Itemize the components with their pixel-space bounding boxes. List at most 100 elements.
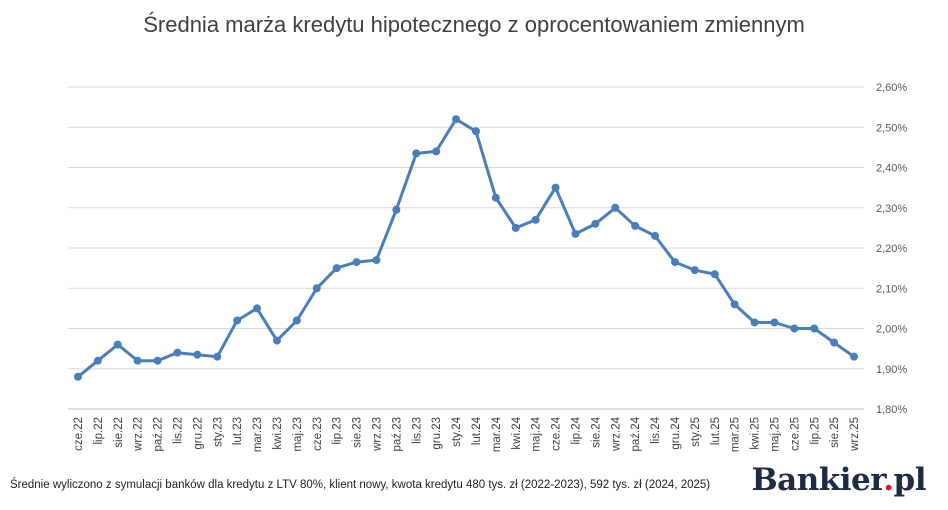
x-tick-label: wrz.24	[610, 416, 622, 451]
x-tick-label: cze.25	[789, 417, 801, 451]
data-point	[511, 223, 520, 232]
x-tick-label: kwi.24	[511, 416, 523, 449]
chart-title: Średnia marża kredytu hipotecznego z opr…	[143, 12, 805, 37]
x-tick-label: lis.22	[172, 417, 184, 444]
data-point	[153, 356, 162, 365]
x-tick-label: gru.24	[670, 416, 682, 449]
y-tick-label: 1,90%	[876, 364, 907, 376]
data-point	[452, 115, 461, 124]
x-tick-label: lis.23	[411, 417, 423, 444]
y-tick-label: 2,30%	[876, 203, 907, 215]
data-point	[790, 324, 799, 333]
data-point	[133, 356, 142, 365]
x-tick-label: sty.24	[451, 416, 463, 446]
data-point	[312, 284, 321, 293]
x-tick-label: wrz.23	[371, 417, 383, 452]
x-tick-label: lip.25	[809, 417, 821, 445]
data-point	[173, 348, 182, 357]
logo-dot: .	[883, 462, 894, 498]
x-tick-label: paź.22	[153, 417, 165, 452]
x-tick-label: maj.24	[531, 416, 543, 451]
x-tick-label: paź.24	[630, 416, 642, 451]
data-point	[272, 336, 281, 345]
x-tick-label: kwi.23	[272, 417, 284, 450]
data-point	[73, 372, 82, 381]
y-tick-label: 2,10%	[876, 283, 907, 295]
y-tick-label: 2,20%	[876, 243, 907, 255]
x-tick-label: gru.22	[192, 417, 204, 450]
data-point	[631, 221, 640, 230]
x-tick-label: sie.25	[829, 417, 841, 448]
data-point	[770, 318, 779, 327]
data-point	[471, 127, 480, 136]
data-point	[611, 203, 620, 212]
series-line	[77, 117, 855, 378]
x-tick-label: mar.24	[491, 416, 503, 452]
y-tick-label: 2,50%	[876, 122, 907, 134]
data-point	[531, 215, 540, 224]
bankier-logo: Bankier.pl	[751, 462, 926, 498]
data-point	[491, 193, 500, 202]
gridlines	[68, 86, 864, 410]
x-tick-label: mar.25	[730, 417, 742, 452]
x-axis-ticks: cze.22 lip.22 sie.22 wrz.22 paź.22 lis.22 gru.…	[73, 416, 861, 452]
x-tick-label: lut.24	[471, 416, 483, 445]
data-point	[233, 316, 242, 325]
x-tick-label: kwi.25	[750, 417, 762, 450]
x-tick-label: mar.23	[252, 417, 264, 452]
x-tick-label: lut.23	[232, 417, 244, 445]
data-point	[93, 356, 102, 365]
x-tick-label: cze.24	[551, 416, 563, 450]
y-tick-label: 1,80%	[876, 404, 907, 416]
data-point	[372, 256, 381, 265]
data-point	[253, 304, 262, 313]
data-point	[651, 231, 660, 240]
x-tick-label: maj.23	[292, 417, 304, 452]
data-point	[551, 183, 560, 192]
x-tick-label: lip.23	[332, 417, 344, 445]
data-point	[690, 266, 699, 275]
x-tick-label: maj.25	[769, 417, 781, 452]
x-tick-label: lip.22	[93, 417, 105, 445]
y-tick-label: 2,40%	[876, 163, 907, 175]
data-points	[73, 115, 859, 381]
data-point	[750, 318, 759, 327]
y-axis-ticks: 1,80% 1,90% 2,00% 2,10% 2,20% 2,30% 2,40% 2,50%…	[876, 82, 907, 416]
data-point	[571, 229, 580, 238]
data-point	[591, 219, 600, 228]
data-point	[292, 316, 301, 325]
x-tick-label: gru.23	[431, 417, 443, 450]
data-point	[432, 147, 441, 156]
data-point	[850, 352, 859, 361]
y-tick-label: 2,60%	[876, 82, 907, 94]
x-tick-label: wrz.22	[133, 417, 145, 452]
footnote: Średnie wyliczono z symulacji banków dla…	[10, 479, 711, 491]
x-tick-label: paź.23	[391, 417, 403, 452]
data-point	[392, 205, 401, 214]
data-point	[670, 258, 679, 267]
data-point	[213, 352, 222, 361]
y-tick-label: 2,00%	[876, 324, 907, 336]
x-tick-label: sty.23	[212, 417, 224, 447]
data-point	[810, 324, 819, 333]
data-point	[352, 258, 361, 267]
data-point	[730, 300, 739, 309]
x-tick-label: cze.23	[312, 417, 324, 451]
x-tick-label: wrz.25	[849, 417, 861, 452]
data-point	[830, 338, 839, 347]
x-tick-label: lip.24	[570, 416, 582, 444]
logo-tld: pl	[893, 462, 927, 498]
x-tick-label: cze.22	[73, 417, 85, 451]
data-point	[412, 149, 421, 158]
data-point	[113, 340, 122, 349]
x-tick-label: lis.24	[650, 416, 662, 443]
logo-name: Bankier	[751, 462, 884, 498]
x-tick-label: sie.24	[590, 416, 602, 447]
x-tick-label: sie.22	[113, 417, 125, 448]
data-point	[193, 350, 202, 359]
x-tick-label: sie.23	[352, 417, 364, 448]
data-point	[710, 270, 719, 279]
x-tick-label: lut.25	[710, 417, 722, 445]
data-point	[332, 264, 341, 273]
